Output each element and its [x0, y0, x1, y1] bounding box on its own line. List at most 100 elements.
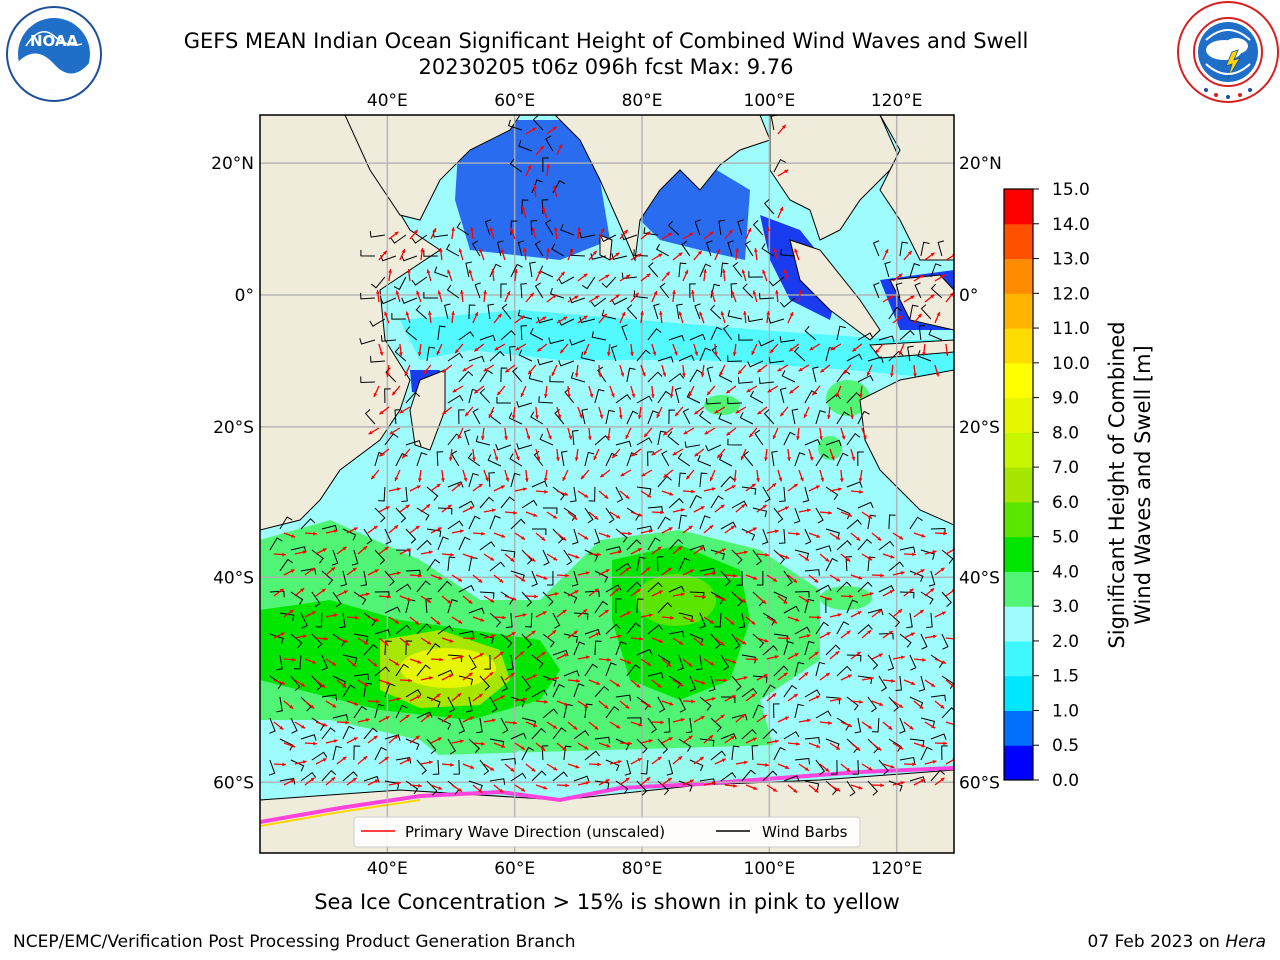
wind-barb: [699, 263, 712, 278]
wave-arrow-head: [281, 681, 286, 685]
wave-arrow-head: [720, 311, 725, 316]
wave-arrow-head: [417, 352, 422, 356]
wave-arrow-head: [291, 534, 296, 538]
wind-barb: [678, 514, 688, 530]
wind-barb: [509, 158, 523, 173]
wave-arrow-head: [720, 714, 725, 719]
wave-arrow-head: [574, 590, 579, 594]
wave-arrow-head: [531, 630, 536, 635]
wind-barb: [930, 769, 945, 782]
wave-arrow-head: [809, 346, 814, 351]
wind-barb: [605, 507, 615, 524]
wind-barb: [621, 324, 628, 341]
wave-arrow-head: [733, 478, 737, 482]
wave-arrow-head: [741, 269, 746, 274]
wind-barb: [611, 253, 628, 260]
wave-arrow-head: [376, 290, 380, 294]
wave-arrow-head: [656, 413, 661, 418]
wind-barb: [529, 261, 536, 278]
wave-arrow-head: [742, 640, 747, 645]
wave-arrow-head: [479, 248, 483, 253]
colorbar-tick-label: 4.0: [1052, 562, 1079, 582]
wave-arrow-head: [796, 531, 800, 536]
wave-arrow-head: [766, 227, 770, 231]
wave-arrow-head: [569, 249, 574, 254]
wave-arrow-head: [816, 534, 821, 538]
wind-barb: [743, 451, 754, 467]
wind-barb: [458, 675, 474, 686]
wind-barb: [332, 633, 346, 648]
wave-arrow-head: [520, 651, 525, 656]
colorbar-tick-label: 5.0: [1052, 528, 1079, 548]
wave-arrow-head: [940, 704, 945, 709]
wind-barb: [416, 759, 427, 775]
wave-arrow-head: [688, 662, 693, 667]
wave-arrow-head: [741, 504, 746, 509]
wave-arrow-head: [699, 757, 704, 761]
wave-arrow-head: [279, 725, 284, 730]
wave-arrow-head: [563, 653, 568, 658]
wave-arrow-head: [478, 483, 483, 488]
wind-barb: [793, 507, 801, 524]
wave-arrow-head: [889, 373, 894, 377]
wave-arrow-head: [858, 785, 863, 790]
wave-arrow-head: [678, 641, 683, 645]
wind-barb: [363, 643, 379, 656]
wind-barb: [581, 276, 596, 290]
wave-arrow: [945, 548, 954, 555]
wind-barb: [783, 431, 796, 446]
wave-arrow-head: [713, 352, 718, 356]
colorbar-bin: [1004, 606, 1033, 642]
wave-arrow-head: [382, 250, 387, 255]
wave-arrow-head: [392, 391, 396, 396]
wind-barb: [542, 633, 555, 648]
wind-barb: [300, 518, 316, 530]
wind-barb: [941, 633, 949, 650]
wind-barb: [689, 675, 697, 692]
wind-barb: [747, 315, 763, 323]
wave-arrow-head: [703, 269, 707, 273]
wave-arrow-head: [584, 535, 589, 540]
wave-arrow-head: [423, 370, 427, 375]
wind-barb: [512, 367, 523, 383]
wave-arrow-head: [866, 372, 871, 377]
wave-arrow-head: [438, 786, 443, 790]
wave-arrow-head: [720, 504, 725, 509]
wind-barb: [378, 486, 386, 502]
wave-arrow-head: [783, 599, 788, 604]
wind-barb: [699, 347, 712, 362]
wave-arrow-head: [592, 250, 597, 255]
wind-barb: [466, 696, 473, 713]
wave-arrow-head: [415, 525, 420, 530]
wind-barb: [458, 717, 466, 734]
wind-barb: [506, 612, 513, 628]
wave-arrow-head: [600, 228, 605, 233]
wind-barb: [748, 271, 763, 278]
wave-arrow-head: [754, 657, 758, 662]
wind-barb: [668, 538, 684, 551]
wave-arrow-head: [919, 609, 924, 614]
wave-arrow-head: [920, 569, 925, 573]
wave-arrow-head: [437, 290, 442, 295]
wind-barb: [538, 396, 553, 404]
wind-barb: [674, 387, 682, 404]
wind-barb: [804, 780, 820, 790]
wind-barb: [353, 591, 367, 605]
wave-arrow-head: [289, 704, 294, 709]
wave-arrow-head: [462, 367, 467, 372]
wind-barb: [434, 266, 449, 278]
wave-arrow-head: [694, 410, 699, 415]
wave-arrow-head: [364, 682, 369, 687]
wave-arrow-head: [774, 529, 779, 534]
wind-barb: [321, 694, 338, 701]
wave-arrow-head: [912, 552, 916, 557]
wave-arrow-head: [417, 478, 422, 482]
wave-arrow-head: [869, 676, 874, 681]
wave-arrow-head: [722, 597, 727, 601]
wind-barb: [374, 507, 386, 523]
wave-arrow-head: [858, 478, 863, 482]
wave-arrow-head: [753, 248, 758, 252]
wind-barb: [594, 640, 602, 656]
wind-barb: [340, 570, 347, 587]
wind-barb: [836, 452, 849, 467]
